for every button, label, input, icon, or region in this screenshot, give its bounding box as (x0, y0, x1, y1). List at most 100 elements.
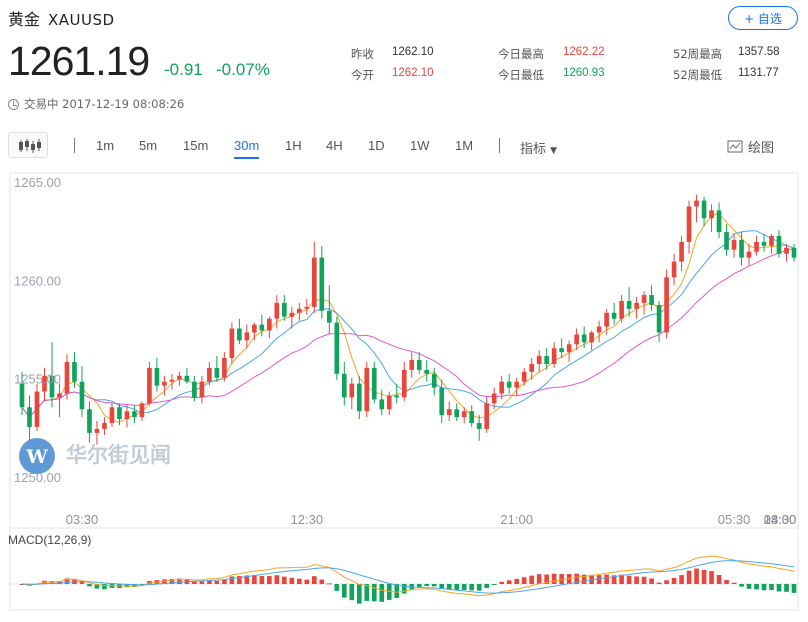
candle (139, 401, 145, 422)
macd-bar (746, 584, 752, 589)
macd-bar (784, 584, 789, 592)
macd-bar (199, 581, 205, 584)
macd-bar (439, 584, 445, 590)
instrument-title: 黄金 XAUUSD (8, 6, 115, 30)
candle (679, 236, 684, 272)
candle (244, 324, 250, 349)
week52-low-label: 52周最低 (673, 68, 723, 82)
candle (34, 383, 40, 431)
y-tick-label: 1260.00 (14, 273, 61, 288)
ma-long-line (21, 247, 795, 418)
macd-bar (57, 581, 62, 584)
macd-bar (731, 582, 737, 584)
trading-status: 交易中 2017-12-19 08:08:26 (8, 96, 184, 112)
add-watchlist-button[interactable]: + 自选 (728, 6, 798, 30)
candle (566, 340, 572, 362)
candle (64, 354, 70, 400)
candle (356, 375, 362, 420)
macd-bar (461, 584, 467, 591)
x-tick-label: 23:00 (764, 512, 797, 527)
candle (401, 362, 407, 402)
candle (296, 302, 302, 321)
candle (694, 194, 699, 223)
candle (596, 320, 602, 343)
macd-bar (581, 574, 587, 584)
timeframe-1d[interactable]: 1D (368, 138, 385, 153)
candle (214, 356, 220, 382)
candle (252, 322, 257, 341)
chart-grid (9, 172, 799, 611)
timeframe-1mo[interactable]: 1M (455, 138, 474, 153)
macd-bar (311, 576, 317, 584)
candle (701, 196, 707, 227)
macd-bar (274, 575, 280, 584)
macd-bar (641, 576, 647, 584)
macd-bar (769, 584, 774, 590)
instrument-symbol: XAUUSD (48, 11, 115, 29)
candle (87, 401, 92, 443)
candle (544, 348, 549, 370)
price-change: -0.91 (164, 60, 203, 79)
day-low-value: 1260.93 (563, 67, 605, 79)
macd-bar (102, 584, 107, 590)
candle (192, 375, 197, 402)
macd-bar (671, 577, 677, 584)
candle (769, 234, 774, 254)
candle (604, 308, 609, 335)
macd-bar (282, 576, 287, 584)
candle (454, 403, 460, 422)
open-label: 今开 (351, 68, 374, 82)
macd-bar (214, 580, 220, 584)
candle (311, 241, 317, 313)
indicator-dropdown[interactable]: 指标 ▼ (520, 138, 557, 157)
macd-bar (454, 584, 460, 591)
macd-bar (386, 584, 392, 600)
macd-bar (394, 584, 400, 599)
macd-bar (701, 569, 707, 584)
caret-down-icon: ▼ (550, 146, 558, 156)
candle (27, 395, 32, 441)
macd-bar (356, 584, 362, 604)
macd-bar (686, 570, 692, 584)
timeframe-30m[interactable]: 30m (234, 138, 260, 159)
candle (162, 375, 167, 396)
x-tick-label: 12:30 (291, 512, 324, 527)
last-price: 1261.19 (8, 38, 150, 84)
macd-bar (506, 580, 512, 584)
day-high-value: 1262.22 (563, 46, 605, 58)
candle (147, 362, 152, 406)
macd-bar (574, 573, 579, 584)
y-tick-label: 1250.00 (14, 470, 61, 485)
draw-button[interactable]: 绘图 (727, 137, 774, 156)
timeframe-5m[interactable]: 5m (139, 138, 158, 153)
timeframe-1m[interactable]: 1m (96, 138, 115, 153)
macd-bar (364, 584, 370, 601)
macd-bar (229, 576, 235, 584)
toolbar-divider (499, 138, 500, 153)
macd-bar (709, 571, 714, 584)
candle (626, 287, 632, 317)
candle (484, 397, 490, 433)
price-chart[interactable]: W 华尔街见闻 1265.00 1260.00 1255.00 1250.00 03:… (0, 170, 808, 620)
macd-bar (656, 582, 662, 584)
draw-label: 绘图 (748, 141, 775, 156)
timeframe-15m[interactable]: 15m (183, 138, 209, 153)
macd-bar (716, 574, 722, 584)
macd-panel (10, 555, 798, 604)
candle (491, 387, 497, 410)
macd-bar (604, 574, 609, 584)
candle (559, 338, 564, 359)
candle (94, 421, 100, 445)
macd-bar (94, 584, 100, 589)
instrument-name: 黄金 (8, 10, 41, 29)
candle (791, 243, 797, 262)
candle (536, 350, 542, 372)
timeframe-1w[interactable]: 1W (410, 138, 430, 153)
timeframe-1h[interactable]: 1H (285, 138, 302, 153)
x-tick-label: 08:00 (764, 512, 797, 527)
candle (267, 316, 272, 339)
chart-type-button[interactable] (8, 132, 48, 158)
candle (461, 407, 467, 424)
candle (784, 243, 789, 262)
timeframe-4h[interactable]: 4H (326, 138, 343, 153)
